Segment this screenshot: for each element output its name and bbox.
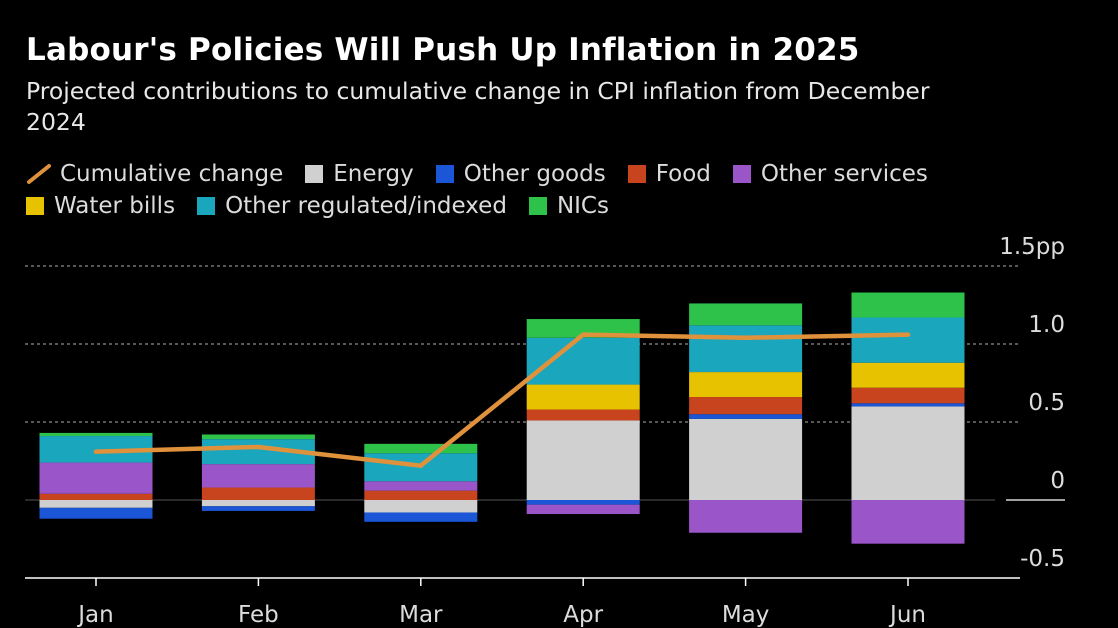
cumulative-change-point xyxy=(93,449,99,454)
legend-row-2: Water bills Other regulated/indexed NICs xyxy=(26,190,1026,222)
legend-color-swatch xyxy=(197,197,216,215)
legend-label: Other regulated/indexed xyxy=(225,193,507,219)
legend-line-swatch xyxy=(27,164,51,184)
bar-segment xyxy=(689,418,803,500)
bar-segment xyxy=(39,500,153,508)
bar-segment xyxy=(39,493,153,500)
bar-segment xyxy=(364,500,478,513)
bar-segment xyxy=(39,462,153,494)
bar-segment xyxy=(201,434,315,440)
bar-segment xyxy=(689,303,803,326)
cumulative-change-point xyxy=(256,444,261,450)
bar-segment xyxy=(364,443,478,454)
bar-segment xyxy=(689,500,803,533)
cumulative-change-line xyxy=(93,332,911,468)
x-tick-label: Feb xyxy=(238,602,279,628)
bar-segment xyxy=(364,490,478,500)
bar-segment xyxy=(689,372,803,398)
bar-segment xyxy=(201,500,315,507)
bar-segment xyxy=(526,384,640,410)
bar-segment xyxy=(201,464,315,488)
legend-item: Other regulated/indexed xyxy=(197,193,507,219)
cumulative-change-point xyxy=(418,463,423,468)
legend-label: Cumulative change xyxy=(60,161,284,187)
legend-item: NICs xyxy=(528,193,609,219)
legend-label: Other goods xyxy=(463,161,606,187)
chart-subtitle: Projected contributions to cumulative ch… xyxy=(26,77,930,136)
legend-color-swatch xyxy=(305,165,324,183)
bar-segment xyxy=(201,487,315,500)
cumulative-change-point xyxy=(581,332,586,337)
bar-segment xyxy=(526,504,640,515)
legend-label: NICs xyxy=(556,193,609,219)
x-tick-label: Mar xyxy=(399,602,443,628)
legend-item: Water bills xyxy=(26,193,175,219)
y-tick-label: 1.0 xyxy=(1028,312,1065,338)
legend-label: Other services xyxy=(760,161,928,187)
legend-item: Food xyxy=(627,161,711,187)
bar-segment xyxy=(689,325,803,373)
legend-label: Water bills xyxy=(54,193,176,219)
legend-item: Energy xyxy=(305,161,414,187)
cumulative-change-point xyxy=(905,332,911,337)
bar-segment xyxy=(364,512,478,522)
bar-segment xyxy=(689,414,803,419)
y-tick-label: 1.5pp xyxy=(999,234,1065,260)
bar-segment xyxy=(689,397,803,415)
y-tick-label: -0.5 xyxy=(1020,546,1065,572)
x-tick-label: Apr xyxy=(563,602,603,628)
x-tick-label: May xyxy=(722,602,770,628)
x-tick-label: Jun xyxy=(888,602,926,628)
y-tick-label: 0.5 xyxy=(1028,390,1065,416)
bar-segment xyxy=(851,406,965,500)
legend-color-swatch xyxy=(732,165,751,183)
y-tick-label: 0 xyxy=(1050,468,1065,494)
bar-segment xyxy=(526,337,640,385)
bar-segment xyxy=(851,403,965,407)
legend-color-swatch xyxy=(528,197,547,215)
bar-segment xyxy=(39,507,153,519)
legend-item: Other services xyxy=(732,161,928,187)
bar-segment xyxy=(851,500,965,544)
bar-segment xyxy=(364,481,478,491)
legend-label: Food xyxy=(655,161,711,187)
legend-row-1: Cumulative change Energy Other goods Food Ot… xyxy=(26,158,1026,190)
bar-segment xyxy=(851,317,965,363)
legend-label: Energy xyxy=(333,161,414,187)
legend-color-swatch xyxy=(26,197,44,215)
bar-segment xyxy=(851,292,965,318)
bar-segment xyxy=(526,500,640,505)
bar-segment xyxy=(851,387,965,404)
legend-color-swatch xyxy=(627,165,646,183)
bar-segment xyxy=(39,432,153,437)
bar-segment xyxy=(201,506,315,511)
x-tick-label: Jan xyxy=(76,602,113,628)
bar-segment xyxy=(526,420,640,500)
cumulative-change-point xyxy=(743,335,748,340)
bar-segment xyxy=(526,409,640,421)
chart-title: Labour's Policies Will Push Up Inflation… xyxy=(26,32,860,68)
legend-item: Other goods xyxy=(435,161,606,187)
legend-item: Cumulative change xyxy=(26,161,283,187)
bar-segment xyxy=(851,362,965,388)
legend: Cumulative change Energy Other goods Food Ot… xyxy=(26,158,1026,222)
legend-color-swatch xyxy=(435,165,454,183)
